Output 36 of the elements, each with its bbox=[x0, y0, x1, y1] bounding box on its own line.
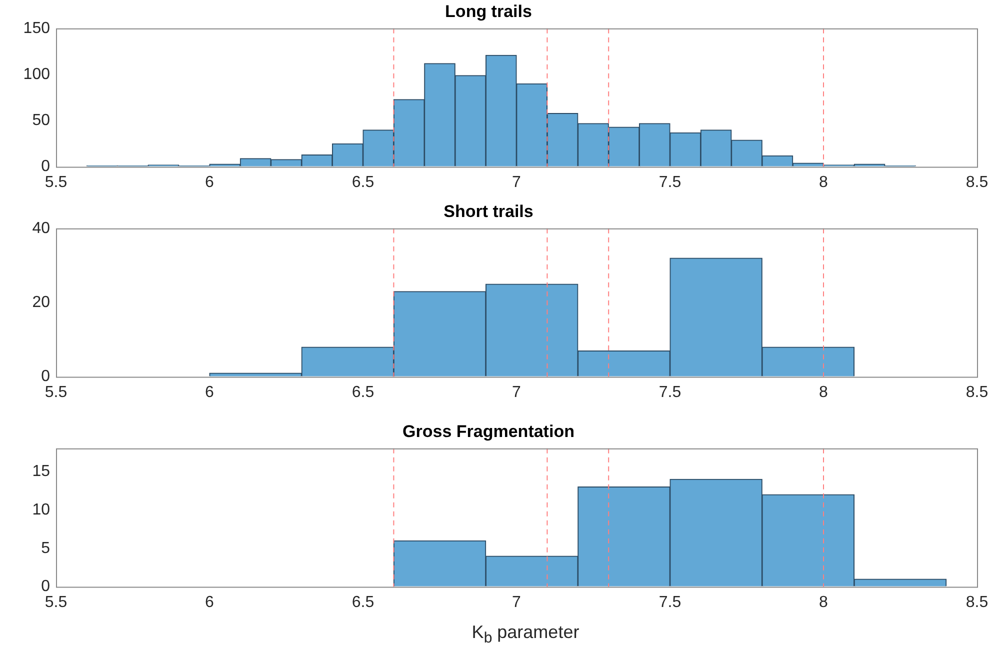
chart-title: Gross Fragmentation bbox=[402, 422, 574, 441]
y-tick-label: 0 bbox=[41, 578, 50, 596]
x-tick-label: 5.5 bbox=[44, 594, 68, 611]
x-tick-label: 7.5 bbox=[658, 384, 682, 401]
y-tick-label: 100 bbox=[23, 66, 50, 83]
x-tick-label: 7 bbox=[512, 174, 522, 191]
x-tick-label: 7 bbox=[512, 384, 522, 401]
x-tick-label: 6 bbox=[205, 174, 214, 191]
x-tick-label: 6.5 bbox=[352, 594, 374, 611]
chart-title: Long trails bbox=[445, 2, 532, 21]
x-tick-label: 7 bbox=[512, 594, 522, 611]
x-axis-title: K$_{b}$ parameter bbox=[470, 622, 580, 647]
chart-title: Short trails bbox=[444, 202, 534, 221]
x-tick-label: 6.5 bbox=[352, 384, 374, 401]
x-tick-label: 6 bbox=[205, 594, 214, 611]
x-tick-label: 7.5 bbox=[658, 594, 682, 611]
x-tick-label: 7.5 bbox=[658, 174, 682, 191]
x-tick-label: 6.5 bbox=[352, 174, 374, 191]
x-tick-label: 5.5 bbox=[44, 384, 68, 401]
y-tick-label: 0 bbox=[41, 368, 50, 386]
x-tick-label: 6 bbox=[205, 384, 214, 401]
y-tick-label: 50 bbox=[32, 112, 50, 130]
x-tick-label: 8 bbox=[819, 384, 828, 401]
y-tick-label: 15 bbox=[32, 462, 50, 480]
y-tick-label: 5 bbox=[41, 540, 50, 557]
x-tick-label: 8.5 bbox=[966, 594, 988, 611]
y-tick-label: 150 bbox=[23, 20, 50, 37]
y-tick-label: 20 bbox=[32, 294, 50, 312]
x-tick-label: 8 bbox=[819, 594, 828, 611]
x-tick-label: 8 bbox=[819, 174, 828, 191]
x-tick-label: 5.5 bbox=[44, 174, 68, 191]
x-tick-label: 8.5 bbox=[966, 384, 988, 401]
y-tick-label: 0 bbox=[41, 158, 50, 176]
y-tick-label: 40 bbox=[32, 220, 50, 237]
x-tick-label: 8.5 bbox=[966, 174, 988, 191]
y-tick-label: 10 bbox=[32, 501, 50, 518]
